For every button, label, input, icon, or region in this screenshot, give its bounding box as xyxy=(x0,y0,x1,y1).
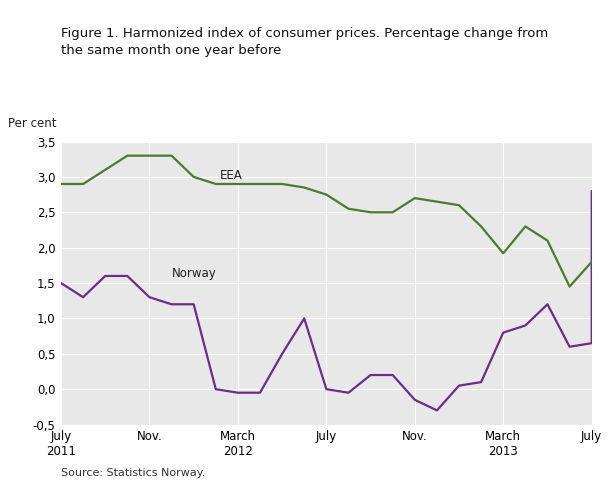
Text: Source: Statistics Norway.: Source: Statistics Norway. xyxy=(61,468,206,478)
Text: Norway: Norway xyxy=(171,267,217,280)
Text: Figure 1. Harmonized index of consumer prices. Percentage change from: Figure 1. Harmonized index of consumer p… xyxy=(61,27,548,40)
Text: the same month one year before: the same month one year before xyxy=(61,44,281,57)
Text: Per cent: Per cent xyxy=(8,117,57,130)
Text: EEA: EEA xyxy=(220,169,243,182)
